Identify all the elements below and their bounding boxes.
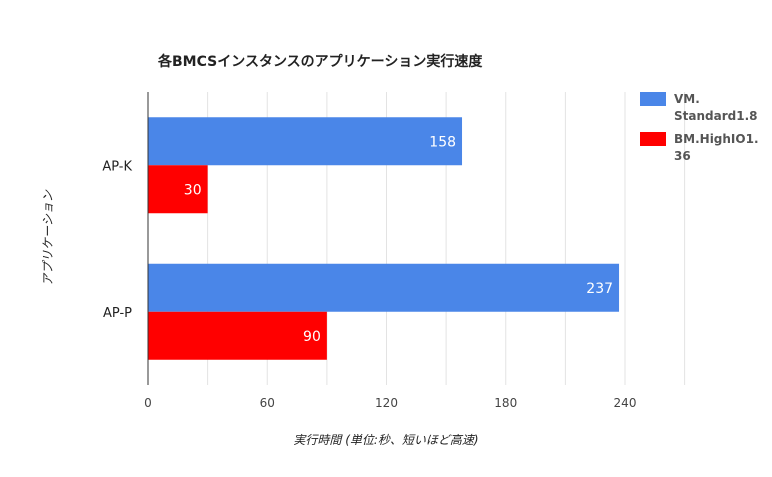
bar-value-label: 30 [184, 182, 202, 198]
legend-label-line: 36 [674, 149, 691, 163]
x-tick-label: 60 [260, 396, 275, 410]
bar-ap-k-1 [148, 165, 208, 214]
bar-ap-k-0 [148, 117, 463, 166]
legend-label-line: Standard1.8 [674, 109, 757, 123]
legend-swatch [640, 92, 666, 106]
x-tick-label: 240 [614, 396, 637, 410]
bar-value-label: 90 [303, 329, 321, 345]
x-axis-title: 実行時間 (単位:秒、短いほど高速) [293, 433, 478, 447]
legend: VM. Standard1.8 BM.HighIO1. 36 [640, 92, 759, 163]
y-axis-title: アプリケーション [41, 189, 55, 286]
chart-title: 各BMCSインスタンスのアプリケーション実行速度 [157, 53, 483, 70]
legend-swatch [640, 132, 666, 146]
x-tick-label: 0 [144, 396, 152, 410]
category-label: AP-K [102, 159, 132, 174]
bar-ap-p-1 [148, 311, 327, 360]
bars: 158 30 237 90 [148, 117, 620, 360]
legend-label-line: VM. [674, 92, 700, 106]
legend-label: VM. Standard1.8 [674, 92, 757, 123]
category-labels: AP-K AP-P [102, 159, 132, 321]
legend-label-line: BM.HighIO1. [674, 132, 759, 146]
bar-value-label: 237 [586, 281, 613, 297]
bar-value-label: 158 [429, 134, 456, 150]
x-tick-label: 180 [494, 396, 517, 410]
legend-label: BM.HighIO1. 36 [674, 132, 759, 163]
category-label: AP-P [103, 306, 132, 321]
x-tick-label: 120 [375, 396, 398, 410]
x-tick-labels: 0 60 120 180 240 [144, 396, 636, 410]
bar-ap-p-0 [148, 263, 620, 312]
